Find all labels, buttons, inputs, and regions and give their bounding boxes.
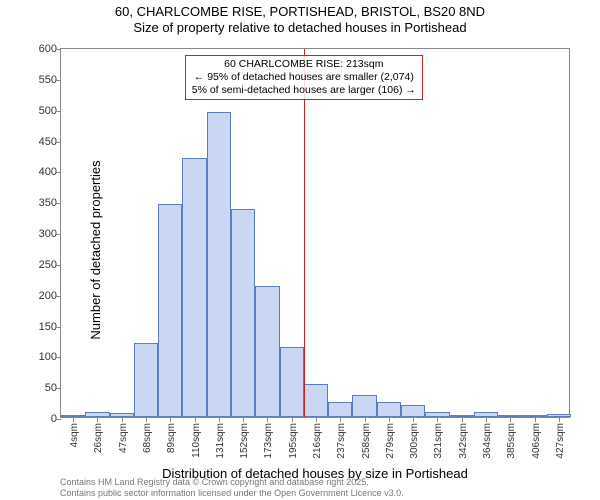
y-tick-mark <box>56 203 61 204</box>
x-tick-label: 321sqm <box>433 417 444 459</box>
y-tick-mark <box>56 357 61 358</box>
x-tick-mark <box>219 417 220 422</box>
x-tick-label: 300sqm <box>409 417 420 459</box>
x-tick-mark <box>365 417 366 422</box>
annotation-line-1: 60 CHARLCOMBE RISE: 213sqm <box>192 58 416 71</box>
x-tick-mark <box>486 417 487 422</box>
x-tick-mark <box>413 417 414 422</box>
x-tick-label: 342sqm <box>458 417 469 459</box>
x-tick-label: 68sqm <box>142 417 153 453</box>
x-tick-mark <box>73 417 74 422</box>
x-tick-label: 237sqm <box>336 417 347 459</box>
plot-area: 60 CHARLCOMBE RISE: 213sqm ← 95% of deta… <box>60 48 570 418</box>
x-tick-mark <box>267 417 268 422</box>
x-tick-label: 131sqm <box>215 417 226 459</box>
x-tick-mark <box>243 417 244 422</box>
x-tick-label: 427sqm <box>555 417 566 459</box>
x-tick-label: 216sqm <box>312 417 323 459</box>
title-line-1: 60, CHARLCOMBE RISE, PORTISHEAD, BRISTOL… <box>0 4 600 20</box>
reference-line <box>304 49 305 417</box>
x-tick-mark <box>316 417 317 422</box>
histogram-bar <box>304 384 328 417</box>
chart-container: 60, CHARLCOMBE RISE, PORTISHEAD, BRISTOL… <box>0 0 600 500</box>
x-tick-label: 258sqm <box>361 417 372 459</box>
annotation-line-2: ← 95% of detached houses are smaller (2,… <box>192 71 416 84</box>
histogram-bar <box>352 395 376 417</box>
x-tick-mark <box>535 417 536 422</box>
title-line-2: Size of property relative to detached ho… <box>0 20 600 36</box>
y-tick-mark <box>56 296 61 297</box>
x-tick-label: 406sqm <box>531 417 542 459</box>
x-tick-mark <box>195 417 196 422</box>
footer-line-1: Contains HM Land Registry data © Crown c… <box>60 477 404 487</box>
histogram-bar <box>377 402 401 417</box>
histogram-bar <box>182 158 206 417</box>
histogram-bar <box>401 405 425 417</box>
y-tick-mark <box>56 234 61 235</box>
y-tick-mark <box>56 111 61 112</box>
x-tick-mark <box>559 417 560 422</box>
y-tick-mark <box>56 80 61 81</box>
annotation-box: 60 CHARLCOMBE RISE: 213sqm ← 95% of deta… <box>185 55 423 100</box>
y-tick-mark <box>56 388 61 389</box>
x-tick-label: 279sqm <box>385 417 396 459</box>
footer-line-2: Contains public sector information licen… <box>60 488 404 498</box>
x-tick-mark <box>462 417 463 422</box>
y-tick-mark <box>56 49 61 50</box>
x-tick-mark <box>122 417 123 422</box>
x-tick-label: 152sqm <box>239 417 250 459</box>
annotation-line-3: 5% of semi-detached houses are larger (1… <box>192 84 416 97</box>
y-tick-mark <box>56 419 61 420</box>
y-tick-mark <box>56 265 61 266</box>
x-tick-label: 47sqm <box>118 417 129 453</box>
x-tick-mark <box>146 417 147 422</box>
x-tick-mark <box>510 417 511 422</box>
y-tick-mark <box>56 327 61 328</box>
x-tick-label: 385sqm <box>506 417 517 459</box>
x-tick-mark <box>97 417 98 422</box>
x-tick-mark <box>292 417 293 422</box>
x-tick-mark <box>340 417 341 422</box>
x-tick-label: 173sqm <box>263 417 274 459</box>
y-tick-mark <box>56 172 61 173</box>
x-tick-label: 195sqm <box>288 417 299 459</box>
histogram-bar <box>134 343 158 417</box>
bars-layer <box>61 49 569 417</box>
histogram-bar <box>231 209 255 417</box>
x-tick-label: 110sqm <box>191 417 202 458</box>
histogram-bar <box>207 112 231 417</box>
x-tick-mark <box>437 417 438 422</box>
histogram-bar <box>255 286 279 417</box>
y-tick-mark <box>56 142 61 143</box>
footer: Contains HM Land Registry data © Crown c… <box>60 477 404 498</box>
x-tick-mark <box>389 417 390 422</box>
histogram-bar <box>158 204 182 417</box>
x-tick-label: 4sqm <box>69 417 80 447</box>
x-tick-mark <box>170 417 171 422</box>
x-tick-label: 26sqm <box>93 417 104 453</box>
x-tick-label: 364sqm <box>482 417 493 459</box>
x-tick-label: 89sqm <box>166 417 177 453</box>
title-block: 60, CHARLCOMBE RISE, PORTISHEAD, BRISTOL… <box>0 0 600 37</box>
histogram-bar <box>280 347 304 417</box>
histogram-bar <box>328 402 352 417</box>
